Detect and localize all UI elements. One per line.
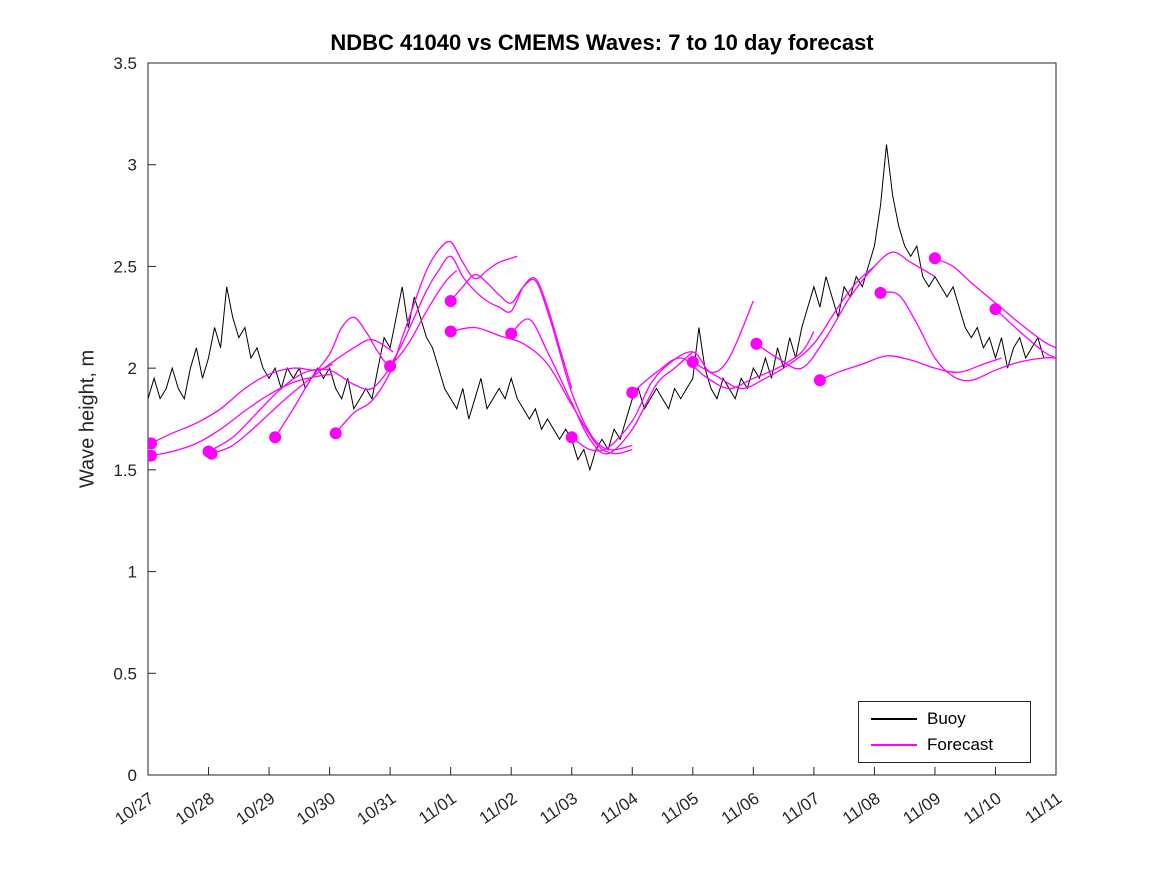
- forecast-series-line: [692, 265, 875, 390]
- forecast-start-marker: [329, 427, 342, 440]
- forecast-start-marker: [444, 295, 457, 307]
- x-tick-label: 11/09: [900, 789, 945, 828]
- forecast-series-line: [880, 291, 1056, 382]
- x-tick-label: 10/30: [293, 789, 339, 829]
- x-tick-label: 11/03: [536, 789, 581, 828]
- series-group: [148, 144, 1056, 472]
- forecast-series-line: [571, 300, 754, 452]
- x-tick-label: 11/11: [1022, 789, 1066, 828]
- forecast-series-line: [510, 318, 694, 455]
- y-tick-label: 2.5: [113, 257, 137, 276]
- forecast-series-line: [756, 251, 936, 370]
- y-tick-label: 1: [128, 563, 137, 582]
- forecast-start-marker: [444, 325, 457, 338]
- y-tick-label: 0: [128, 766, 137, 785]
- forecast-start-marker: [813, 374, 826, 387]
- forecast-start-marker: [626, 386, 639, 399]
- forecast-series-line: [450, 273, 633, 451]
- forecast-series-line: [208, 367, 391, 453]
- legend-item-buoy: Buoy: [871, 709, 1030, 729]
- x-tick-label: 11/04: [597, 789, 642, 828]
- forecast-series-line: [150, 363, 333, 444]
- y-tick-label: 3: [128, 156, 137, 175]
- forecast-series-line: [274, 270, 458, 438]
- x-tick-label: 10/29: [233, 789, 279, 829]
- forecast-series-line: [335, 240, 518, 434]
- forecast-start-marker: [384, 360, 397, 373]
- x-tick-label: 11/08: [839, 789, 884, 828]
- y-axis-label: Wave height, m: [76, 349, 99, 489]
- chart-title: NDBC 41040 vs CMEMS Waves: 7 to 10 day f…: [330, 30, 874, 55]
- forecast-start-marker: [565, 431, 578, 444]
- axes-box: [147, 62, 1057, 776]
- forecast-series-line: [211, 339, 394, 455]
- forecast-series-line: [819, 355, 1002, 381]
- legend-line-sample-forecast: [871, 744, 917, 747]
- y-tick-label: 1.5: [113, 461, 137, 480]
- x-tick-label: 11/01: [415, 789, 460, 828]
- y-tick-label: 2: [128, 359, 137, 378]
- x-tick-label: 10/31: [354, 789, 400, 829]
- forecast-start-marker: [928, 252, 941, 265]
- x-tick-label: 11/06: [718, 789, 763, 828]
- forecast-start-marker: [686, 356, 699, 368]
- forecast-start-marker: [874, 286, 887, 299]
- y-tick-label: 0.5: [113, 664, 137, 683]
- forecast-series-line: [995, 308, 1056, 359]
- x-tick-label: 10/27: [112, 789, 158, 829]
- forecast-series-line: [150, 373, 333, 457]
- x-tick-label: 11/07: [778, 789, 823, 828]
- forecast-start-marker: [989, 303, 1002, 316]
- forecast-series-line: [631, 331, 815, 394]
- forecast-start-marker: [505, 327, 518, 340]
- legend-label-forecast: Forecast: [927, 735, 994, 755]
- x-tick-label: 11/02: [476, 789, 521, 828]
- forecast-series-line: [389, 255, 573, 389]
- forecast-start-marker: [269, 431, 282, 444]
- buoy-series-line: [148, 144, 1045, 472]
- legend-label-buoy: Buoy: [927, 708, 966, 728]
- forecast-series-line: [450, 326, 633, 455]
- legend-line-sample-buoy: [871, 717, 917, 720]
- forecast-series-line: [934, 257, 1056, 349]
- forecast-start-marker: [148, 449, 157, 462]
- y-tick-label: 3.5: [113, 54, 137, 73]
- legend-item-forecast: Forecast: [871, 735, 1030, 755]
- forecast-start-marker: [148, 437, 157, 450]
- forecast-start-marker: [205, 447, 218, 460]
- legend: Buoy Forecast: [858, 701, 1031, 763]
- x-tick-label: 11/05: [657, 789, 702, 828]
- x-tick-label: 10/28: [172, 789, 218, 829]
- forecast-start-marker: [750, 337, 763, 350]
- x-tick-label: 11/10: [960, 789, 1005, 828]
